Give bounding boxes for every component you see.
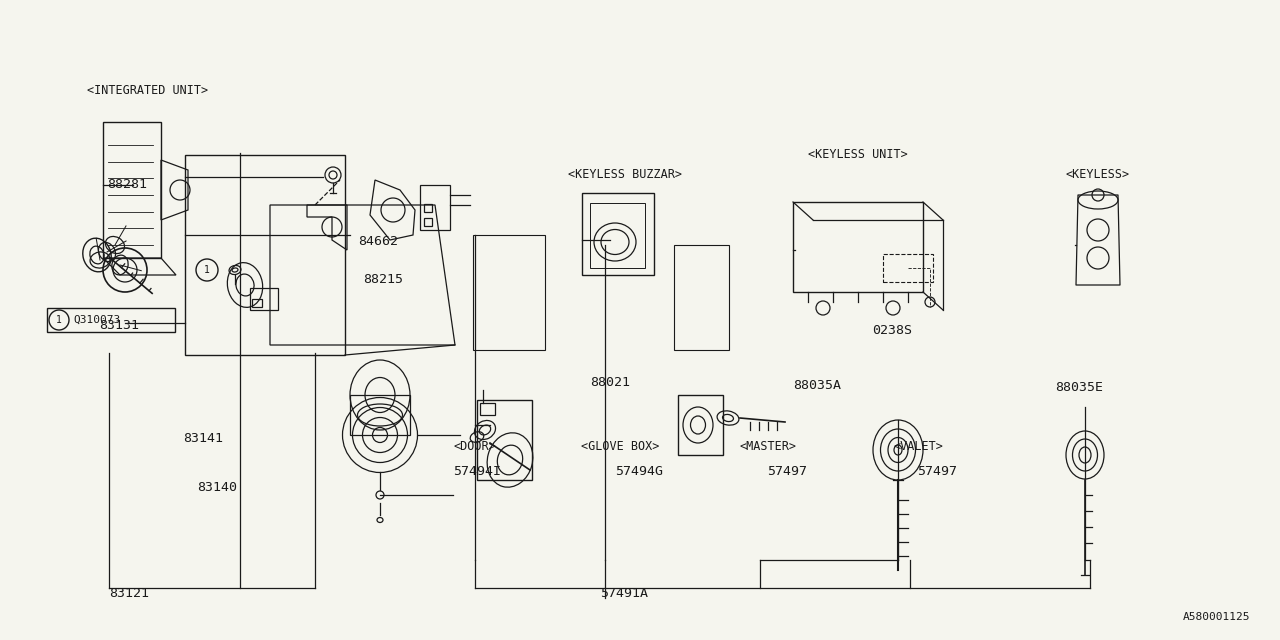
- Bar: [883, 254, 933, 282]
- Text: <VALET>: <VALET>: [893, 440, 943, 453]
- Text: <MASTER>: <MASTER>: [740, 440, 796, 453]
- Bar: [590, 203, 645, 268]
- Bar: [474, 235, 545, 350]
- Bar: [424, 218, 433, 226]
- Text: 84662: 84662: [358, 236, 398, 248]
- Text: <KEYLESS>: <KEYLESS>: [1066, 168, 1130, 180]
- Text: 57497: 57497: [767, 465, 806, 478]
- Bar: [349, 395, 410, 435]
- Text: 88021: 88021: [590, 376, 630, 389]
- Text: 83131: 83131: [99, 319, 140, 332]
- Bar: [582, 193, 654, 275]
- Text: <DOOR>: <DOOR>: [453, 440, 497, 453]
- Bar: [47, 308, 175, 332]
- Bar: [420, 185, 451, 230]
- Text: <INTEGRATED UNIT>: <INTEGRATED UNIT>: [87, 84, 209, 97]
- Text: 88035E: 88035E: [1055, 381, 1103, 394]
- Bar: [102, 122, 161, 258]
- Text: 1: 1: [204, 265, 210, 275]
- Text: 88281: 88281: [108, 178, 147, 191]
- Text: 1: 1: [56, 315, 61, 325]
- Bar: [424, 204, 433, 212]
- Text: 83121: 83121: [109, 588, 148, 600]
- Bar: [477, 400, 532, 480]
- Text: 57494G: 57494G: [614, 465, 663, 478]
- Text: Q310073: Q310073: [73, 315, 120, 325]
- Text: 57497: 57497: [916, 465, 957, 478]
- Bar: [186, 155, 346, 355]
- Text: <KEYLESS UNIT>: <KEYLESS UNIT>: [808, 148, 908, 161]
- Text: <GLOVE BOX>: <GLOVE BOX>: [581, 440, 659, 453]
- Text: 88215: 88215: [364, 273, 403, 286]
- Bar: [250, 288, 278, 310]
- Text: 57491A: 57491A: [600, 588, 648, 600]
- Bar: [678, 395, 723, 455]
- Text: 83141: 83141: [183, 432, 223, 445]
- Bar: [675, 245, 730, 350]
- Text: A580001125: A580001125: [1183, 612, 1251, 622]
- Text: 0238S: 0238S: [872, 324, 911, 337]
- Bar: [480, 403, 495, 415]
- Text: 83140: 83140: [197, 481, 237, 494]
- Text: 57494I: 57494I: [453, 465, 500, 478]
- Bar: [252, 299, 262, 307]
- Text: 88035A: 88035A: [794, 379, 841, 392]
- Text: <KEYLESS BUZZAR>: <KEYLESS BUZZAR>: [568, 168, 682, 180]
- Bar: [794, 202, 923, 292]
